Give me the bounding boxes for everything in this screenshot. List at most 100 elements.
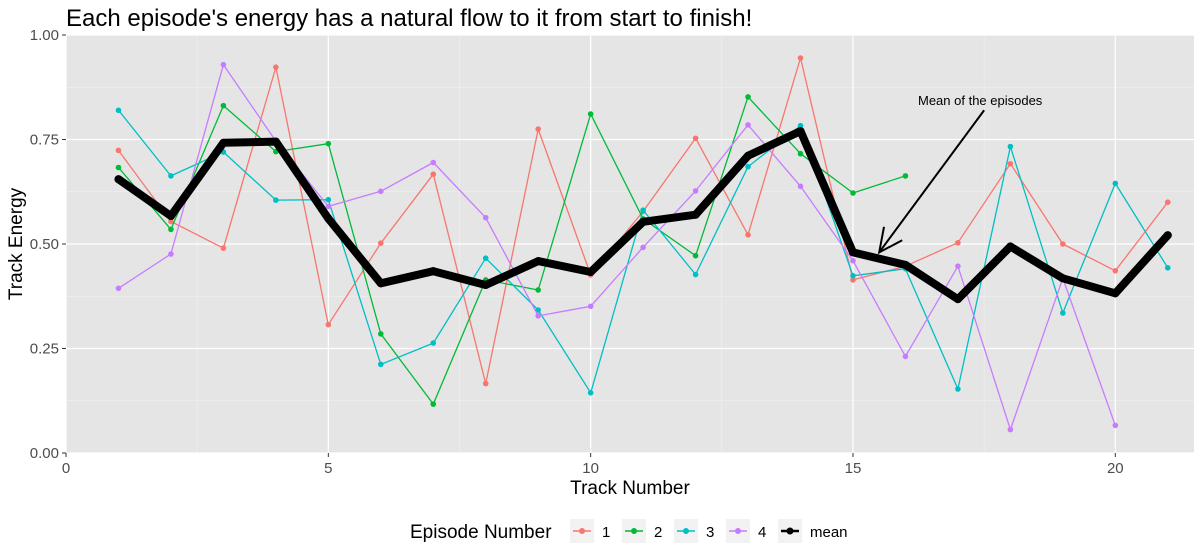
data-point (535, 307, 541, 313)
x-tick-label: 5 (324, 460, 332, 477)
legend-key-point (735, 528, 741, 534)
data-point (587, 390, 594, 396)
data-point (325, 196, 332, 203)
data-point (168, 251, 174, 257)
data-point (850, 272, 856, 279)
legend-label-3: 3 (706, 524, 714, 541)
data-point (797, 55, 804, 61)
annotation-label: Mean of the episodes (918, 93, 1043, 108)
legend: Episode Number 1 2 3 4 mean (410, 519, 848, 543)
data-point (797, 150, 804, 157)
data-point (639, 217, 648, 226)
data-point (640, 207, 646, 213)
data-point (482, 255, 489, 262)
data-point (271, 137, 280, 146)
data-point (1164, 265, 1171, 271)
data-point (377, 361, 384, 368)
data-point (692, 271, 699, 278)
data-point (325, 321, 332, 328)
data-point (482, 380, 489, 387)
data-point (430, 340, 437, 346)
y-tick-label: 0.25 (30, 341, 59, 358)
data-point (587, 111, 594, 117)
x-tick-label: 10 (582, 460, 599, 477)
annotation: Mean of the episodes (877, 93, 1043, 255)
data-point (955, 386, 961, 392)
data-point (745, 232, 751, 238)
data-point (325, 140, 332, 147)
data-point (1112, 267, 1119, 274)
y-tick-label: 0.75 (30, 132, 59, 149)
data-point (692, 252, 699, 259)
data-point (1164, 199, 1171, 205)
data-point (430, 171, 437, 177)
data-point (640, 244, 646, 251)
data-point (1007, 160, 1014, 167)
data-point (744, 151, 753, 160)
data-point (114, 175, 123, 184)
data-point (955, 239, 961, 246)
x-axis-title: Track Number (570, 478, 690, 499)
data-point (115, 107, 122, 114)
data-point (377, 331, 384, 337)
data-point (797, 122, 804, 129)
data-point (850, 190, 856, 196)
data-point (325, 203, 332, 210)
y-tick-label: 1.00 (30, 27, 59, 44)
x-axis: 0 5 10 15 20 (62, 453, 1124, 477)
legend-title: Episode Number (410, 522, 552, 543)
legend-label-mean: mean (810, 524, 848, 541)
data-point (902, 353, 909, 360)
data-point (220, 245, 227, 251)
data-point (324, 214, 333, 223)
data-point (430, 159, 437, 166)
data-point (377, 188, 384, 195)
y-tick-label: 0.50 (30, 236, 59, 253)
chart-title: Each episode's energy has a natural flow… (66, 5, 752, 32)
data-point (745, 163, 751, 170)
data-point (692, 135, 699, 142)
data-point (848, 248, 857, 257)
data-point (745, 94, 751, 100)
data-point (535, 313, 541, 319)
data-point (166, 211, 175, 220)
data-point (115, 164, 122, 171)
legend-key-point (786, 527, 794, 535)
legend-label-4: 4 (758, 524, 766, 541)
data-point (377, 240, 384, 246)
data-point (115, 285, 122, 292)
data-point (273, 197, 279, 203)
x-tick-label: 20 (1107, 460, 1124, 477)
data-point (691, 210, 700, 219)
y-axis: 0.00 0.25 0.50 0.75 1.00 (30, 27, 66, 462)
data-point (376, 279, 385, 288)
legend-label-2: 2 (654, 524, 662, 541)
series-layer (114, 55, 1172, 433)
data-point (902, 173, 909, 179)
legend-key-point (683, 528, 689, 534)
data-point (955, 263, 961, 269)
data-point (168, 218, 174, 225)
data-point (168, 226, 174, 233)
data-point (745, 122, 751, 128)
data-point (219, 138, 228, 147)
data-point (535, 287, 541, 293)
data-point (115, 147, 122, 154)
data-point (1007, 426, 1014, 433)
data-point (587, 303, 594, 310)
data-point (1112, 422, 1119, 429)
data-point (535, 126, 541, 132)
data-point (797, 183, 804, 190)
data-point (850, 277, 856, 283)
data-point (850, 257, 856, 264)
legend-key-point (631, 528, 637, 534)
data-point (1007, 143, 1014, 150)
data-point (1058, 274, 1067, 283)
annotation-arrow-line (878, 109, 985, 253)
annotation-arrow-head (877, 226, 903, 255)
y-axis-title: Track Energy (6, 187, 27, 300)
data-point (430, 401, 437, 407)
data-point (692, 188, 699, 194)
data-point (901, 260, 910, 269)
